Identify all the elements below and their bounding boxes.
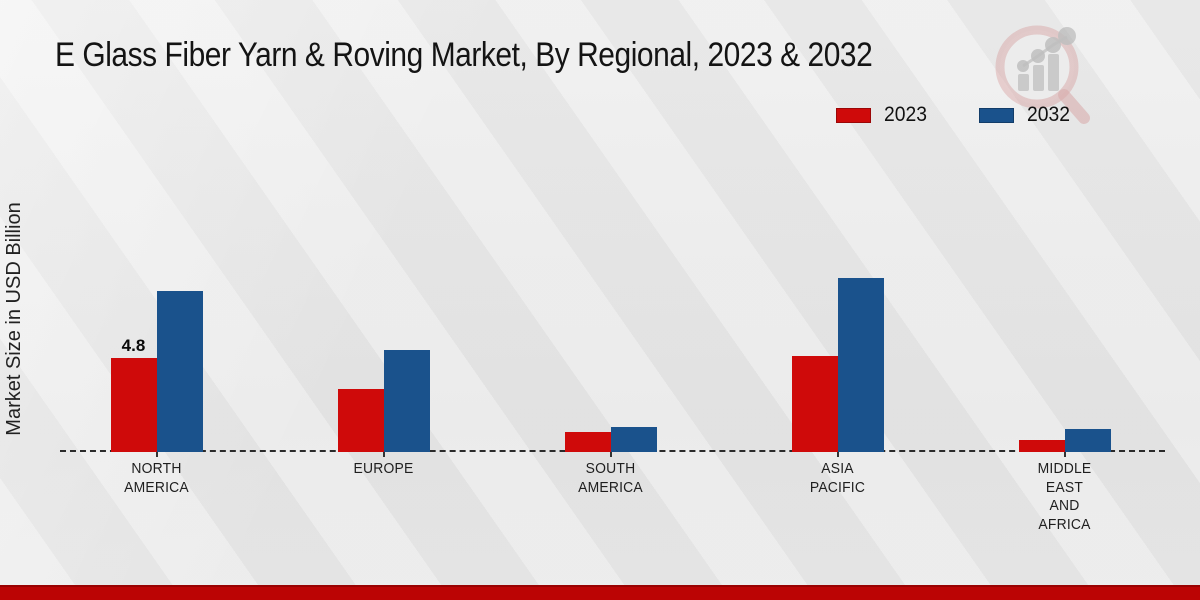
bar-2032: [610, 427, 657, 452]
bar-group: [270, 262, 497, 452]
legend-label-2032: 2032: [1026, 103, 1070, 126]
legend-item-2023: 2023: [836, 103, 931, 127]
footer-band: [0, 585, 1200, 600]
y-axis-label: Market Size in USD Billion: [3, 202, 25, 436]
category-label: ASIA PACIFIC: [809, 461, 866, 496]
axis-tick: [382, 452, 385, 457]
legend-swatch-2032: [978, 107, 1014, 123]
magnifier-bar-chart-logo-icon: [995, 25, 1090, 124]
bar-2032: [1064, 429, 1111, 452]
axis-tick: [155, 452, 158, 457]
category-label: NORTH AMERICA: [124, 461, 189, 496]
legend: 2023 2032: [836, 103, 1073, 127]
legend-item-2032: 2032: [978, 103, 1074, 127]
legend-swatch-2023: [836, 107, 871, 123]
bar-2032: [383, 350, 430, 452]
legend-label-2023: 2023: [884, 103, 927, 126]
bar-2023: [791, 356, 838, 452]
category-label: MIDDLE EAST AND AFRICA: [1037, 461, 1092, 533]
bar-value-label: 4.8: [121, 336, 146, 355]
axis-tick: [609, 452, 612, 457]
bar-group: [497, 262, 724, 452]
axis-tick: [836, 452, 839, 457]
bar-2032: [156, 291, 203, 452]
bar-group: [951, 262, 1178, 452]
category-label: EUROPE: [353, 461, 414, 477]
category-label: SOUTH AMERICA: [578, 461, 643, 496]
bar-2023: 4.8: [110, 336, 157, 452]
bar-group: 4.8: [43, 262, 270, 452]
bar-2023: [564, 432, 611, 452]
axis-tick: [1063, 452, 1066, 457]
bar-group: [724, 262, 951, 452]
bar-2023: [1018, 440, 1065, 452]
chart-title: E Glass Fiber Yarn & Roving Market, By R…: [55, 36, 873, 74]
bar-2032: [837, 278, 884, 452]
bar-2023: [337, 389, 384, 452]
